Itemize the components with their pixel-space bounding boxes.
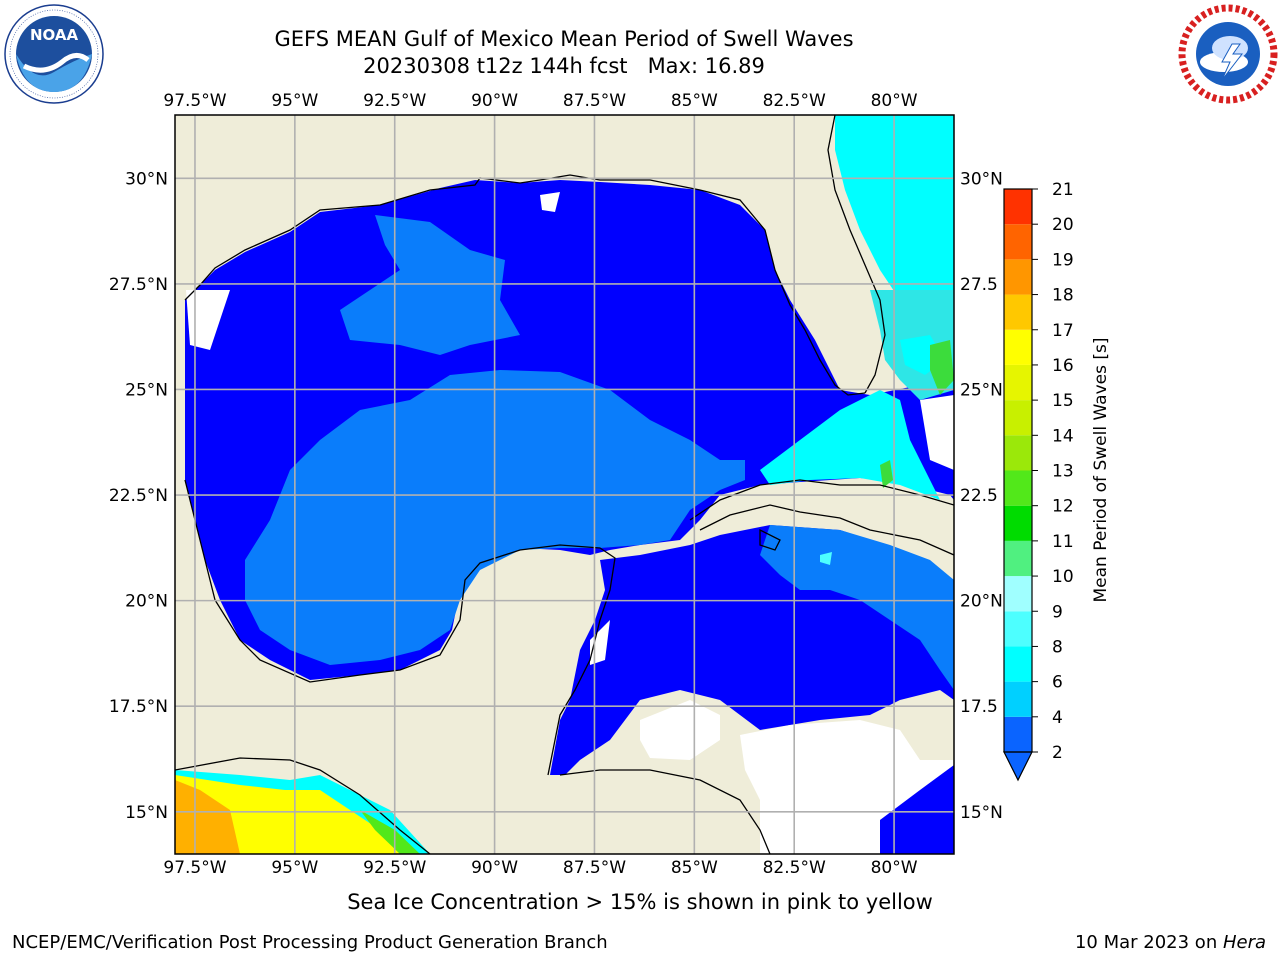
caribbean-mid-blue bbox=[760, 525, 954, 690]
system-name: Hera bbox=[1222, 932, 1266, 953]
coastline bbox=[175, 115, 954, 854]
date-text: 10 Mar 2023 on bbox=[1074, 932, 1223, 953]
colorbar-label: Mean Period of Swell Waves [s] bbox=[1091, 338, 1111, 603]
colorbar-segment bbox=[1004, 716, 1032, 752]
colorbar-segment bbox=[1004, 470, 1032, 506]
colorbar-segment bbox=[1004, 224, 1032, 260]
colorbar-tick-label: 20 bbox=[1052, 215, 1074, 235]
colorbar-tick-label: 9 bbox=[1052, 602, 1063, 622]
lon-tick-label: 85°W bbox=[671, 91, 718, 111]
colorbar-tick-label: 10 bbox=[1052, 567, 1074, 587]
lon-tick-label: 92.5°W bbox=[363, 858, 426, 878]
colorbar-segment bbox=[1004, 189, 1032, 225]
chart-subtitle: 20230308 t12z 144h fcst Max: 16.89 bbox=[363, 54, 765, 78]
lon-tick-label: 85°W bbox=[671, 858, 718, 878]
colorbar-segment bbox=[1004, 400, 1032, 436]
lat-tick-label: 22.5°N bbox=[109, 486, 168, 506]
map-grid bbox=[175, 115, 954, 854]
colorbar-tick-label: 14 bbox=[1052, 426, 1074, 446]
colorbar-segment bbox=[1004, 576, 1032, 612]
pacific-green bbox=[360, 810, 420, 854]
colorbar-tick-label: 19 bbox=[1052, 250, 1074, 270]
straits-cyan bbox=[760, 390, 940, 500]
colorbar-extend bbox=[1003, 751, 1033, 782]
colorbar-tick-label: 6 bbox=[1052, 673, 1063, 693]
credit-line: NCEP/EMC/Verification Post Processing Pr… bbox=[12, 932, 608, 953]
colorbar-tick-label: 16 bbox=[1052, 356, 1074, 376]
green-patch bbox=[930, 340, 954, 395]
nws-logo bbox=[1178, 4, 1278, 108]
lon-tick-label: 95°W bbox=[271, 858, 318, 878]
colorbar-tick-label: 8 bbox=[1052, 637, 1063, 657]
colorbar-tick-label: 4 bbox=[1052, 708, 1063, 728]
colorbar-segment bbox=[1004, 259, 1032, 295]
colorbar-tick-label: 15 bbox=[1052, 391, 1074, 411]
date-stamp: 10 Mar 2023 on Hera bbox=[1075, 932, 1266, 953]
lat-tick-label: 17.5°N bbox=[109, 697, 168, 717]
colorbar-segment bbox=[1004, 646, 1032, 682]
lon-tick-label: 95°W bbox=[271, 91, 318, 111]
lon-tick-label: 97.5°W bbox=[163, 91, 226, 111]
pacific-orange bbox=[175, 780, 240, 854]
caribbean-deep-blue-se bbox=[880, 765, 954, 854]
cyan-patch bbox=[820, 552, 832, 565]
lon-tick-label: 92.5°W bbox=[363, 91, 426, 111]
colorbar-tick-label: 13 bbox=[1052, 462, 1074, 482]
no-data-patch bbox=[920, 395, 954, 470]
noaa-logo: NOAA bbox=[4, 4, 104, 108]
colorbar-segment bbox=[1004, 611, 1032, 647]
lat-tick-label: 20°N bbox=[125, 592, 168, 612]
lon-tick-label: 97.5°W bbox=[163, 858, 226, 878]
colorbar-tick-label: 12 bbox=[1052, 497, 1074, 517]
colorbar-segment bbox=[1004, 435, 1032, 471]
no-data-patch bbox=[640, 700, 720, 760]
noaa-logo-text: NOAA bbox=[30, 26, 79, 44]
lat-tick-label: 15°N bbox=[125, 803, 168, 823]
gulf-mid-blue-north bbox=[340, 215, 520, 355]
lat-tick-label-right: 27.5 bbox=[960, 275, 998, 295]
colorbar: 2 4 6 8 9 10 11 12 13 14 15 16 17 18 19 20 21 bbox=[1003, 180, 1074, 782]
no-data-patch bbox=[186, 290, 230, 350]
no-data-patch bbox=[540, 192, 560, 212]
lon-tick-label: 80°W bbox=[871, 858, 918, 878]
map-plot-area bbox=[175, 115, 954, 854]
chart-title: GEFS MEAN Gulf of Mexico Mean Period of … bbox=[274, 27, 854, 51]
green-patch bbox=[880, 460, 893, 488]
colorbar-segment bbox=[1004, 681, 1032, 717]
lon-tick-label: 80°W bbox=[871, 91, 918, 111]
lat-tick-label: 27.5°N bbox=[109, 275, 168, 295]
colorbar-tick-label: 2 bbox=[1052, 743, 1063, 763]
colorbar-segment bbox=[1004, 505, 1032, 541]
lat-tick-label-right: 22.5 bbox=[960, 486, 998, 506]
lon-tick-label: 82.5°W bbox=[763, 91, 826, 111]
lat-tick-label-right: 20°N bbox=[960, 592, 1003, 612]
lon-tick-label: 90°W bbox=[471, 858, 518, 878]
lat-tick-label-right: 25°N bbox=[960, 380, 1003, 400]
lat-tick-label: 30°N bbox=[125, 169, 168, 189]
colorbar-tick-label: 17 bbox=[1052, 321, 1074, 341]
colorbar-segment bbox=[1004, 540, 1032, 577]
colorbar-segment bbox=[1004, 329, 1032, 365]
lat-tick-label: 25°N bbox=[125, 380, 168, 400]
lon-tick-label: 90°W bbox=[471, 91, 518, 111]
plot-frame bbox=[174, 114, 955, 855]
lat-tick-label-right: 17.5 bbox=[960, 697, 998, 717]
colorbar-segment bbox=[1004, 294, 1032, 330]
sea-ice-note: Sea Ice Concentration > 15% is shown in … bbox=[347, 890, 933, 914]
lat-tick-label-right: 15°N bbox=[960, 803, 1003, 823]
colorbar-tick-label: 11 bbox=[1052, 532, 1074, 552]
colorbar-tick-label: 21 bbox=[1052, 180, 1074, 200]
colorbar-segment bbox=[1004, 364, 1032, 401]
lon-tick-label: 87.5°W bbox=[563, 858, 626, 878]
colorbar-tick-label: 18 bbox=[1052, 286, 1074, 306]
lat-tick-label-right: 30°N bbox=[960, 169, 1003, 189]
lon-tick-label: 87.5°W bbox=[563, 91, 626, 111]
lon-tick-label: 82.5°W bbox=[763, 858, 826, 878]
